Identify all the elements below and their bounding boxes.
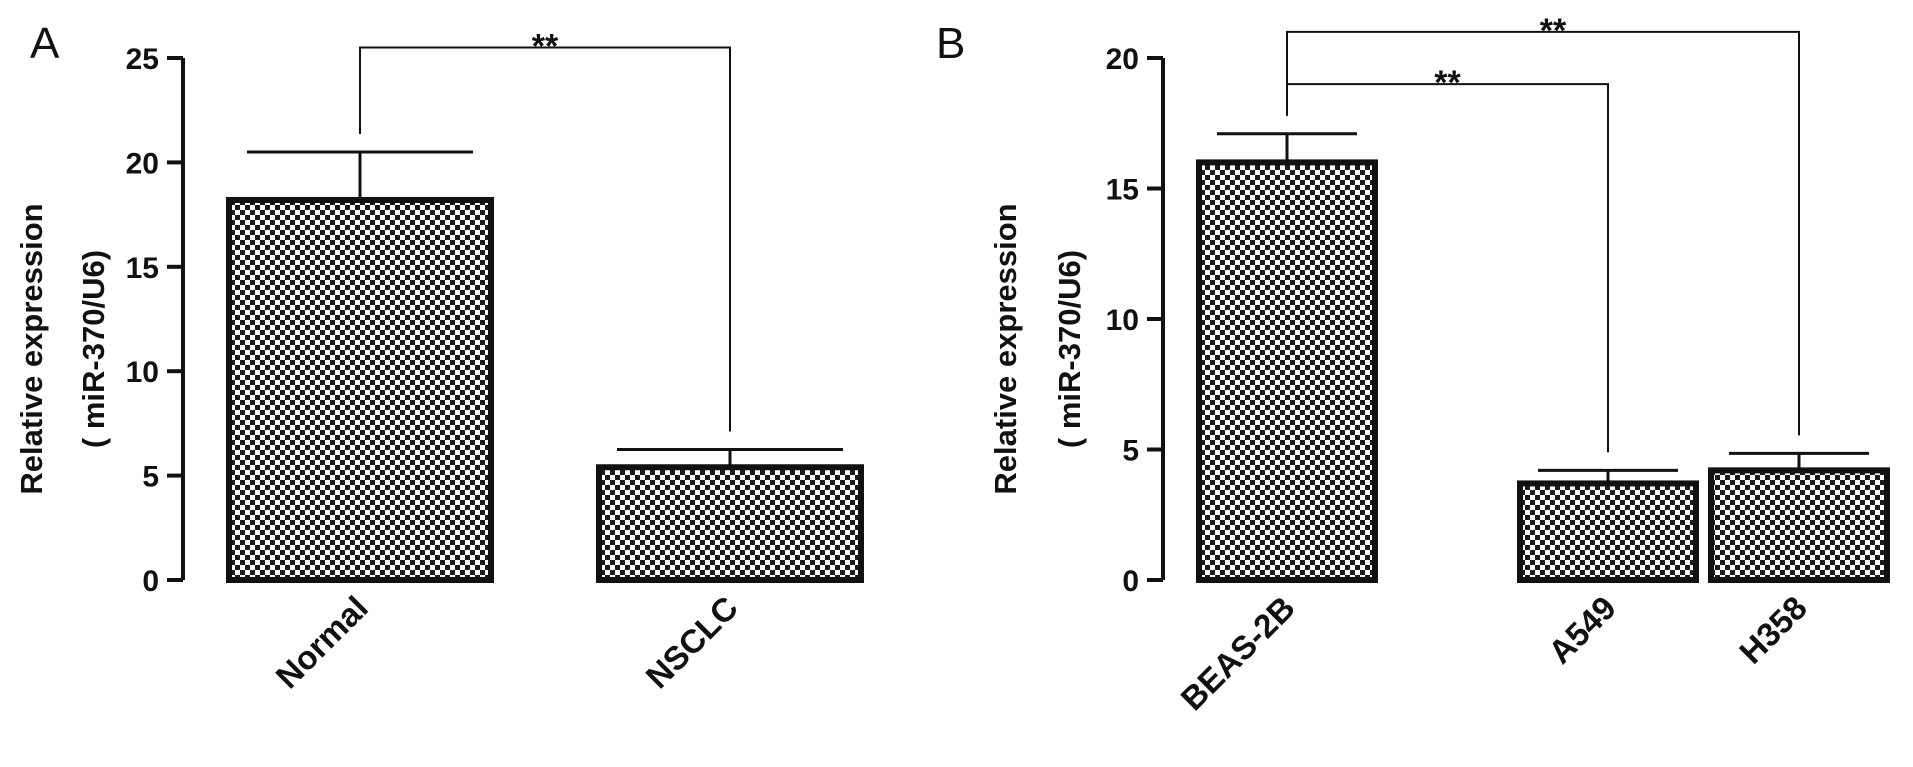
y-axis-title-line1: Relative expression <box>988 203 1023 494</box>
y-tick-label: 10 <box>126 356 159 389</box>
y-axis-title-line2: ( miR-370/U6) <box>1052 250 1087 448</box>
y-tick-label: 20 <box>1106 43 1139 76</box>
y-axis-title-line1: Relative expression <box>14 203 49 494</box>
x-category-label: A549 <box>1541 589 1623 671</box>
significance-bracket <box>1286 30 1800 436</box>
significance-label: ** <box>532 28 559 66</box>
x-category-label: BEAS-2B <box>1173 589 1302 718</box>
x-category-label: H358 <box>1732 589 1814 671</box>
bar <box>596 464 864 583</box>
significance-label: ** <box>1434 64 1461 102</box>
y-tick-label: 5 <box>1122 435 1139 468</box>
y-tick-label: 25 <box>126 43 159 76</box>
bar <box>226 196 494 583</box>
panel-letter: B <box>936 19 965 68</box>
panel-letter: A <box>30 19 60 68</box>
x-category-label: NSCLC <box>638 589 745 696</box>
bar <box>1196 159 1378 583</box>
bar <box>1517 480 1699 583</box>
y-tick-label: 15 <box>126 252 159 285</box>
chart-panel-b: B 0 5 10 15 20 Relative expression ( miR-370/U6… <box>936 12 1890 718</box>
significance-bracket <box>359 46 731 432</box>
y-tick-label: 15 <box>1106 174 1139 207</box>
x-category-label: Normal <box>268 589 375 696</box>
y-tick-label: 20 <box>126 147 159 180</box>
y-tick-label: 5 <box>142 461 159 494</box>
y-axis-title-line2: ( miR-370/U6) <box>76 250 111 448</box>
y-tick-label: 0 <box>1122 565 1139 598</box>
y-tick-label: 0 <box>142 565 159 598</box>
bar <box>1708 467 1890 584</box>
y-tick-label: 10 <box>1106 304 1139 337</box>
chart-panel-a: A 0 5 10 15 20 25 Relative expression ( miR-370/… <box>14 19 864 696</box>
significance-label: ** <box>1540 12 1567 50</box>
